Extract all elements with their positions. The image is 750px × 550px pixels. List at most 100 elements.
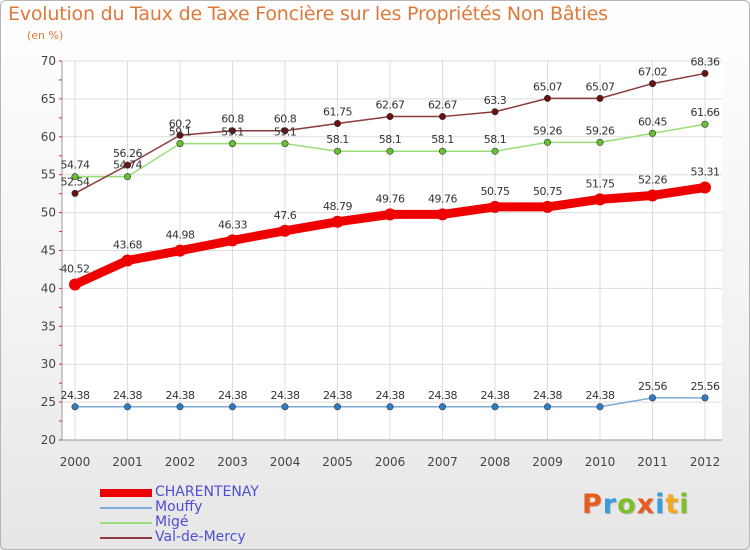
logo-letter: i (655, 489, 666, 520)
logo-letter: i (679, 489, 690, 520)
y-tick-label: 50 (41, 206, 56, 220)
data-point-Migé (333, 147, 341, 155)
data-label: 25.56 (691, 380, 720, 393)
y-tick-label: 60 (41, 130, 56, 144)
data-point-Val-de-Mercy (543, 94, 551, 102)
legend-swatch (100, 537, 152, 539)
data-point-Val-de-Mercy (333, 120, 341, 128)
y-tick-label: 25 (41, 395, 56, 409)
data-point-CHARENTENAY (279, 224, 291, 237)
data-point-CHARENTENAY (489, 200, 501, 213)
data-label: 52.26 (638, 173, 667, 186)
data-label: 60.8 (274, 113, 297, 126)
logo-letter: o (617, 489, 637, 520)
data-label: 65.07 (586, 80, 615, 93)
data-label: 51.75 (586, 177, 615, 190)
data-label: 46.33 (218, 218, 247, 231)
data-point-Migé (491, 147, 499, 155)
data-label: 59.26 (533, 124, 562, 137)
data-label: 24.38 (218, 389, 247, 402)
x-tick-label: 2007 (427, 455, 458, 469)
data-label: 24.38 (481, 389, 510, 402)
data-label: 65.07 (533, 80, 562, 93)
data-label: 24.38 (428, 389, 457, 402)
data-point-Mouffy (701, 394, 709, 402)
data-label: 50.75 (481, 185, 510, 198)
legend-label: Mouffy (155, 499, 203, 515)
data-point-Val-de-Mercy (596, 94, 604, 102)
y-tick-label: 40 (41, 281, 56, 295)
logo-letter: x (636, 489, 656, 520)
data-point-CHARENTENAY (174, 244, 186, 257)
y-tick-label: 30 (41, 357, 56, 371)
data-label: 44.98 (166, 229, 195, 242)
data-point-Migé (438, 147, 446, 155)
data-label: 54.74 (61, 159, 90, 172)
data-point-Val-de-Mercy (386, 113, 394, 121)
x-tick-label: 2008 (480, 455, 511, 469)
data-label: 60.2 (169, 117, 192, 130)
data-point-Mouffy (281, 403, 289, 411)
data-label: 25.56 (638, 380, 667, 393)
data-label: 67.02 (638, 66, 667, 79)
x-tick-label: 2002 (165, 455, 196, 469)
data-label: 24.38 (323, 389, 352, 402)
data-label: 53.31 (691, 166, 720, 179)
data-point-Migé (543, 138, 551, 146)
y-tick-label: 70 (41, 54, 56, 68)
data-label: 47.6 (274, 209, 297, 222)
data-label: 40.52 (61, 262, 90, 275)
data-point-CHARENTENAY (69, 278, 81, 291)
x-tick-label: 2005 (322, 455, 353, 469)
data-point-Migé (648, 129, 656, 137)
data-label: 59.26 (586, 124, 615, 137)
data-point-Mouffy (71, 403, 79, 411)
y-tick-label: 45 (41, 244, 56, 258)
data-label: 63.3 (484, 94, 507, 107)
data-label: 60.45 (638, 115, 667, 128)
data-point-Val-de-Mercy (71, 189, 79, 197)
chart-title: Evolution du Taux de Taxe Foncière sur l… (8, 3, 608, 25)
data-point-Val-de-Mercy (701, 69, 709, 77)
data-label: 49.76 (376, 192, 405, 205)
data-point-Mouffy (176, 403, 184, 411)
data-point-Migé (596, 138, 604, 146)
data-point-Mouffy (333, 403, 341, 411)
x-tick-label: 2004 (270, 455, 301, 469)
legend-swatch (100, 489, 152, 497)
y-tick-label: 20 (41, 433, 56, 447)
data-label: 54.74 (113, 159, 142, 172)
data-label: 61.66 (691, 106, 720, 119)
legend-label: CHARENTENAY (155, 484, 259, 500)
data-point-Val-de-Mercy (281, 127, 289, 135)
data-point-Mouffy (596, 403, 604, 411)
logo-letter: t (665, 489, 680, 520)
data-label: 24.38 (166, 389, 195, 402)
data-point-Mouffy (648, 394, 656, 402)
data-label: 61.75 (323, 106, 352, 119)
data-point-CHARENTENAY (699, 181, 711, 194)
data-point-Val-de-Mercy (124, 161, 132, 169)
x-tick-label: 2010 (585, 455, 616, 469)
legend-swatch (100, 507, 152, 509)
data-label: 49.76 (428, 192, 457, 205)
data-point-CHARENTENAY (436, 208, 449, 221)
data-label: 24.38 (61, 389, 90, 402)
y-tick-label: 65 (41, 92, 56, 106)
data-point-Migé (281, 140, 289, 148)
data-label: 24.38 (271, 389, 300, 402)
data-point-Mouffy (386, 403, 394, 411)
data-point-Val-de-Mercy (229, 127, 237, 135)
data-point-Migé (71, 173, 79, 181)
legend-swatch (100, 522, 152, 524)
x-tick-label: 2011 (637, 455, 668, 469)
logo-letter: r (602, 489, 618, 520)
data-point-CHARENTENAY (384, 208, 396, 221)
data-label: 62.67 (376, 99, 405, 112)
data-point-Val-de-Mercy (176, 131, 184, 139)
x-tick-label: 2000 (60, 455, 91, 469)
x-tick-label: 2003 (217, 455, 248, 469)
data-label: 24.38 (533, 389, 562, 402)
data-point-Val-de-Mercy (491, 108, 499, 116)
data-label: 56.26 (113, 147, 142, 160)
